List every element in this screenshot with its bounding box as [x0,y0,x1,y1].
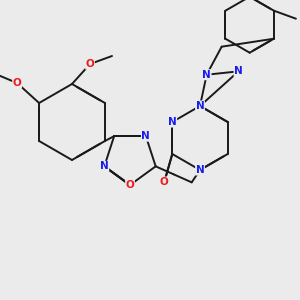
Text: N: N [142,131,150,141]
Text: N: N [202,70,211,80]
Text: N: N [168,117,177,127]
Text: N: N [196,165,204,175]
Text: N: N [100,161,109,171]
Text: N: N [196,101,204,111]
Text: O: O [13,78,22,88]
Text: O: O [126,180,134,190]
Text: O: O [160,177,169,187]
Text: O: O [85,59,94,69]
Text: N: N [234,66,243,76]
